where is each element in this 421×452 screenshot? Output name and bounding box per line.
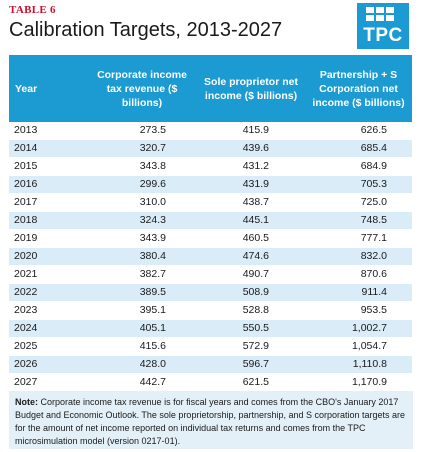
- logo-grid-icon: [366, 7, 394, 21]
- table-row: 2022 389.5 508.9 911.4: [9, 283, 412, 302]
- note-text: Corporate income tax revenue is for fisc…: [15, 397, 406, 446]
- partnership-cell: 1,110.8: [305, 355, 412, 374]
- sole-proprietor-cell: 431.2: [197, 157, 305, 176]
- year-cell: 2018: [9, 211, 87, 230]
- corporate-tax-cell: 310.0: [87, 193, 197, 212]
- year-cell: 2019: [9, 229, 87, 248]
- year-cell: 2026: [9, 355, 87, 374]
- table-body: 2013 273.5 415.9 626.5 2014 320.7 439.6 685.4 20…: [9, 122, 412, 392]
- partnership-cell: 685.4: [305, 139, 412, 158]
- partnership-cell: 1,170.9: [305, 373, 412, 392]
- year-cell: 2027: [9, 373, 87, 392]
- table-row: 2016 299.6 431.9 705.3: [9, 175, 412, 194]
- sole-proprietor-cell: 528.8: [197, 301, 305, 320]
- sole-proprietor-cell: 490.7: [197, 265, 305, 284]
- tpc-logo: TPC: [357, 3, 409, 49]
- table-row: 2018 324.3 445.1 748.5: [9, 211, 412, 230]
- corporate-tax-cell: 324.3: [87, 211, 197, 230]
- partnership-cell: 870.6: [305, 265, 412, 284]
- year-cell: 2016: [9, 175, 87, 194]
- corporate-tax-cell: 428.0: [87, 355, 197, 374]
- partnership-cell: 725.0: [305, 193, 412, 212]
- table-row: 2015 343.8 431.2 684.9: [9, 157, 412, 176]
- sole-proprietor-cell: 439.6: [197, 139, 305, 158]
- corporate-tax-cell: 320.7: [87, 139, 197, 158]
- year-cell: 2024: [9, 319, 87, 338]
- column-header-year: Year: [9, 55, 87, 122]
- table-row: 2013 273.5 415.9 626.5: [9, 122, 412, 140]
- table-number-label: TABLE 6: [9, 4, 56, 16]
- column-header-sole-proprietor: Sole proprietor net income ($ billions): [197, 55, 305, 122]
- year-cell: 2025: [9, 337, 87, 356]
- table-row: 2019 343.9 460.5 777.1: [9, 229, 412, 248]
- table-row: 2027 442.7 621.5 1,170.9: [9, 373, 412, 392]
- corporate-tax-cell: 343.9: [87, 229, 197, 248]
- partnership-cell: 684.9: [305, 157, 412, 176]
- sole-proprietor-cell: 550.5: [197, 319, 305, 338]
- corporate-tax-cell: 299.6: [87, 175, 197, 194]
- sole-proprietor-cell: 508.9: [197, 283, 305, 302]
- year-cell: 2013: [9, 122, 87, 140]
- year-cell: 2014: [9, 139, 87, 158]
- year-cell: 2015: [9, 157, 87, 176]
- year-cell: 2021: [9, 265, 87, 284]
- partnership-cell: 705.3: [305, 175, 412, 194]
- table-header-row: Year Corporate income tax revenue ($ bil…: [9, 55, 412, 122]
- table-row: 2026 428.0 596.7 1,110.8: [9, 355, 412, 374]
- year-cell: 2023: [9, 301, 87, 320]
- year-cell: 2020: [9, 247, 87, 266]
- table-note: Note: Corporate income tax revenue is fo…: [9, 391, 413, 449]
- partnership-cell: 626.5: [305, 122, 412, 140]
- corporate-tax-cell: 415.6: [87, 337, 197, 356]
- sole-proprietor-cell: 431.9: [197, 175, 305, 194]
- corporate-tax-cell: 343.8: [87, 157, 197, 176]
- corporate-tax-cell: 389.5: [87, 283, 197, 302]
- corporate-tax-cell: 442.7: [87, 373, 197, 392]
- table-row: 2017 310.0 438.7 725.0: [9, 193, 412, 212]
- table-row: 2021 382.7 490.7 870.6: [9, 265, 412, 284]
- partnership-cell: 1,054.7: [305, 337, 412, 356]
- corporate-tax-cell: 405.1: [87, 319, 197, 338]
- table-row: 2020 380.4 474.6 832.0: [9, 247, 412, 266]
- sole-proprietor-cell: 445.1: [197, 211, 305, 230]
- calibration-table: Year Corporate income tax revenue ($ bil…: [9, 55, 412, 392]
- sole-proprietor-cell: 572.9: [197, 337, 305, 356]
- partnership-cell: 748.5: [305, 211, 412, 230]
- sole-proprietor-cell: 621.5: [197, 373, 305, 392]
- partnership-cell: 911.4: [305, 283, 412, 302]
- logo-text: TPC: [363, 25, 403, 46]
- corporate-tax-cell: 382.7: [87, 265, 197, 284]
- year-cell: 2017: [9, 193, 87, 212]
- partnership-cell: 953.5: [305, 301, 412, 320]
- column-header-corporate-tax: Corporate income tax revenue ($ billions…: [87, 55, 197, 122]
- year-cell: 2022: [9, 283, 87, 302]
- sole-proprietor-cell: 415.9: [197, 122, 305, 140]
- table-row: 2023 395.1 528.8 953.5: [9, 301, 412, 320]
- sole-proprietor-cell: 596.7: [197, 355, 305, 374]
- corporate-tax-cell: 380.4: [87, 247, 197, 266]
- sole-proprietor-cell: 474.6: [197, 247, 305, 266]
- page-header: TABLE 6 Calibration Targets, 2013-2027: [9, 4, 413, 48]
- sole-proprietor-cell: 460.5: [197, 229, 305, 248]
- table-row: 2025 415.6 572.9 1,054.7: [9, 337, 412, 356]
- table-row: 2024 405.1 550.5 1,002.7: [9, 319, 412, 338]
- corporate-tax-cell: 395.1: [87, 301, 197, 320]
- partnership-cell: 1,002.7: [305, 319, 412, 338]
- corporate-tax-cell: 273.5: [87, 122, 197, 140]
- partnership-cell: 777.1: [305, 229, 412, 248]
- column-header-partnership: Partnership + S Corporation net income (…: [305, 55, 412, 122]
- partnership-cell: 832.0: [305, 247, 412, 266]
- page-title: Calibration Targets, 2013-2027: [9, 19, 283, 41]
- sole-proprietor-cell: 438.7: [197, 193, 305, 212]
- table-row: 2014 320.7 439.6 685.4: [9, 139, 412, 158]
- note-label: Note:: [15, 397, 38, 407]
